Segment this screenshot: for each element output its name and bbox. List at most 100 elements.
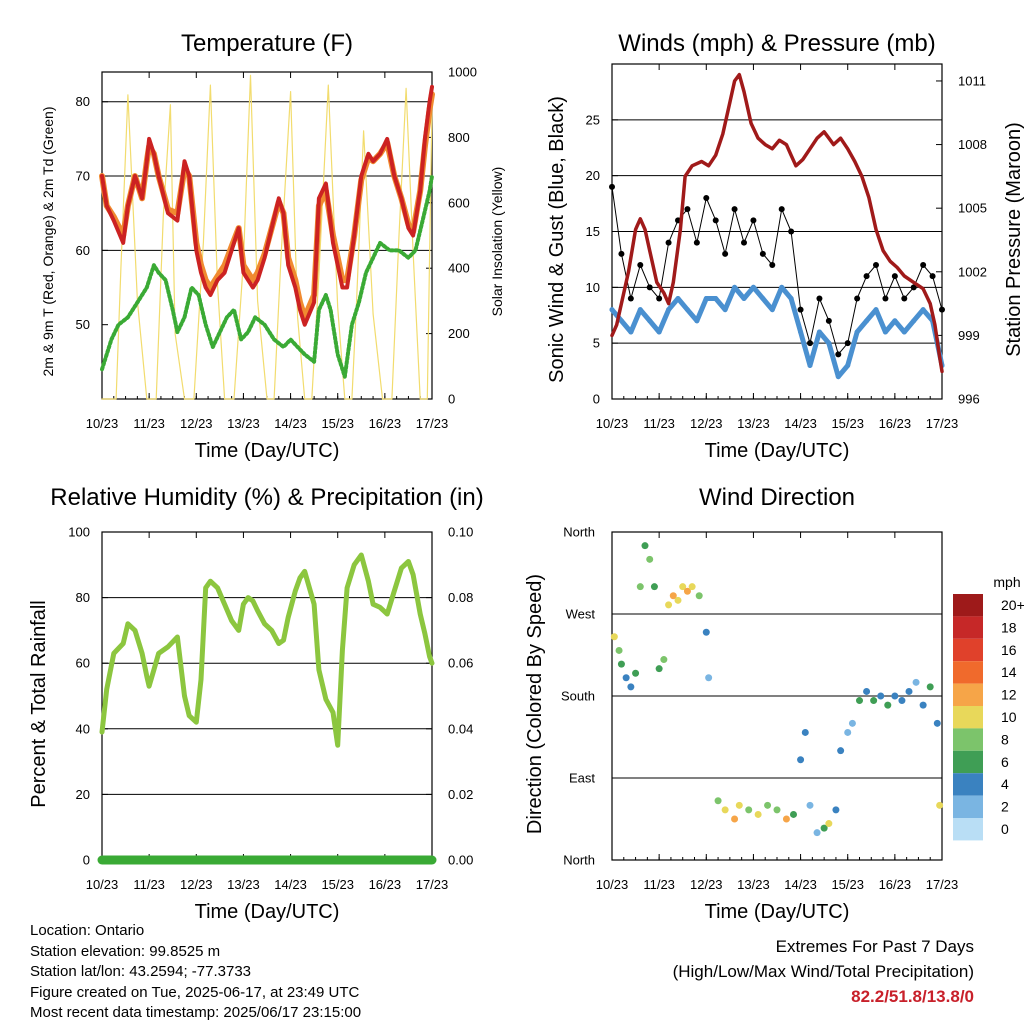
direction-point bbox=[688, 583, 696, 591]
panel2-y-right-tick-label: 996 bbox=[958, 392, 980, 407]
panel2-y-tick-label: 0 bbox=[593, 392, 600, 407]
panel2-x-tick-label: 17/23 bbox=[926, 416, 959, 431]
wind-point bbox=[807, 363, 813, 368]
panel2-x-axis-label: Time (Day/UTC) bbox=[705, 440, 850, 462]
panel4-y-tick-label: North bbox=[563, 525, 595, 540]
panel1-y-right-tick-label: 800 bbox=[448, 130, 470, 145]
panel3-title: Relative Humidity (%) & Precipitation (i… bbox=[50, 484, 483, 511]
wind-point bbox=[882, 329, 888, 335]
panel1-y-axis-label: 2m & 9m T (Red, Orange) & 2m Td (Green) bbox=[40, 107, 56, 377]
direction-point bbox=[695, 592, 703, 600]
panel4-title: Wind Direction bbox=[699, 484, 855, 511]
figure-created: Figure created on Tue, 2025-06-17, at 23… bbox=[30, 983, 360, 1001]
direction-point bbox=[610, 633, 618, 641]
panel2-x-tick-label: 16/23 bbox=[879, 416, 912, 431]
panel2-x-tick-label: 12/23 bbox=[690, 416, 723, 431]
panel1-y-tick-label: 70 bbox=[76, 169, 90, 184]
gust-line bbox=[611, 186, 943, 355]
wind-point bbox=[864, 318, 870, 324]
panel1-x-tick-label: 16/23 bbox=[369, 416, 402, 431]
panel2-x-tick-label: 15/23 bbox=[831, 416, 864, 431]
panel1-y-tick-label: 80 bbox=[76, 94, 90, 109]
direction-point bbox=[825, 820, 833, 828]
wind-point bbox=[684, 307, 690, 313]
panel2-x-tick-label: 14/23 bbox=[784, 416, 817, 431]
wind-point bbox=[779, 284, 785, 290]
wind-point bbox=[798, 329, 804, 335]
panel4-y-tick-label: East bbox=[569, 771, 595, 786]
panel3-x-tick-label: 11/23 bbox=[133, 877, 165, 892]
colorbar-title: mph bbox=[993, 574, 1020, 590]
panel4-y-tick-label: South bbox=[561, 689, 595, 704]
panel4-x-tick-label: 16/23 bbox=[879, 877, 912, 892]
recent-timestamp: Most recent data timestamp: 2025/06/17 2… bbox=[30, 1004, 362, 1021]
direction-point bbox=[844, 728, 852, 736]
panel3-y-tick-label: 60 bbox=[76, 656, 90, 671]
extremes-subtitle: (High/Low/Max Wind/Total Precipitation) bbox=[672, 962, 974, 981]
wind-point bbox=[647, 318, 653, 324]
direction-point bbox=[856, 697, 863, 705]
panel4-x-axis-label: Time (Day/UTC) bbox=[705, 901, 850, 923]
colorbar-swatch bbox=[953, 773, 983, 796]
colorbar-label: 4 bbox=[1001, 776, 1009, 792]
wind-point bbox=[703, 296, 709, 301]
direction-point bbox=[926, 683, 934, 691]
direction-point bbox=[735, 801, 743, 809]
wind-point bbox=[750, 284, 756, 290]
panel1-x-tick-label: 12/23 bbox=[180, 416, 213, 431]
direction-point bbox=[898, 697, 906, 705]
panel3-y-right-tick-label: 0.08 bbox=[448, 590, 473, 605]
wind-point bbox=[628, 329, 634, 335]
direction-point bbox=[813, 829, 821, 837]
dewpoint-2m-line bbox=[100, 174, 434, 379]
panel1-x-tick-label: 10/23 bbox=[86, 416, 119, 431]
panel1-x-tick-label: 13/23 bbox=[227, 416, 260, 431]
panel2-y-right-tick-label: 1008 bbox=[958, 137, 987, 152]
panel4-x-tick-label: 10/23 bbox=[596, 877, 629, 892]
panel1-y-right-tick-label: 600 bbox=[448, 195, 470, 210]
station-latlon: Station lat/lon: 43.2594; -77.3733 bbox=[30, 963, 252, 980]
colorbar-label: 14 bbox=[1001, 664, 1017, 680]
colorbar-label: 8 bbox=[1001, 731, 1009, 747]
wind-point bbox=[609, 307, 615, 313]
wind-point bbox=[835, 374, 841, 380]
panel2-y-axis-label: Sonic Wind & Gust (Blue, Black) bbox=[546, 96, 568, 383]
wind-point bbox=[845, 363, 851, 368]
direction-point bbox=[721, 806, 729, 814]
panel3-plot-frame bbox=[101, 531, 433, 861]
colorbar-label: 0 bbox=[1001, 821, 1009, 837]
direction-point bbox=[679, 583, 687, 591]
direction-point bbox=[617, 660, 625, 668]
panel2-y-right-tick-label: 1011 bbox=[958, 73, 986, 88]
direction-point bbox=[683, 587, 691, 595]
panel4-y-tick-label: North bbox=[563, 853, 595, 868]
panel1-title: Temperature (F) bbox=[181, 30, 353, 57]
direction-point bbox=[905, 687, 913, 695]
wind-point bbox=[656, 329, 662, 335]
direction-point bbox=[782, 815, 790, 823]
wind-point bbox=[741, 296, 747, 301]
direction-point bbox=[650, 583, 658, 591]
colorbar-label: 18 bbox=[1001, 619, 1017, 635]
panel4-x-tick-label: 14/23 bbox=[784, 877, 817, 892]
temperature-9m-line bbox=[99, 91, 435, 321]
panel2-y-tick-label: 20 bbox=[586, 168, 600, 183]
direction-point bbox=[665, 601, 673, 609]
wind-point bbox=[911, 318, 917, 324]
colorbar-swatch bbox=[953, 728, 983, 751]
panel4-x-tick-label: 12/23 bbox=[690, 877, 723, 892]
panel2-y-right-tick-label: 1002 bbox=[958, 264, 987, 279]
panel3-x-tick-label: 15/23 bbox=[321, 877, 354, 892]
direction-point bbox=[714, 797, 722, 805]
panel2-y-tick-label: 5 bbox=[593, 336, 600, 351]
panel4-y-axis-label: Direction (Colored By Speed) bbox=[524, 574, 546, 834]
direction-point bbox=[731, 815, 739, 823]
direction-point bbox=[660, 656, 668, 664]
direction-point bbox=[632, 669, 640, 677]
wind-point bbox=[826, 340, 832, 346]
colorbar-label: 12 bbox=[1001, 687, 1017, 703]
wind-point bbox=[788, 296, 794, 301]
panel3-y-right-tick-label: 0.00 bbox=[448, 853, 473, 868]
wind-point bbox=[816, 329, 822, 335]
